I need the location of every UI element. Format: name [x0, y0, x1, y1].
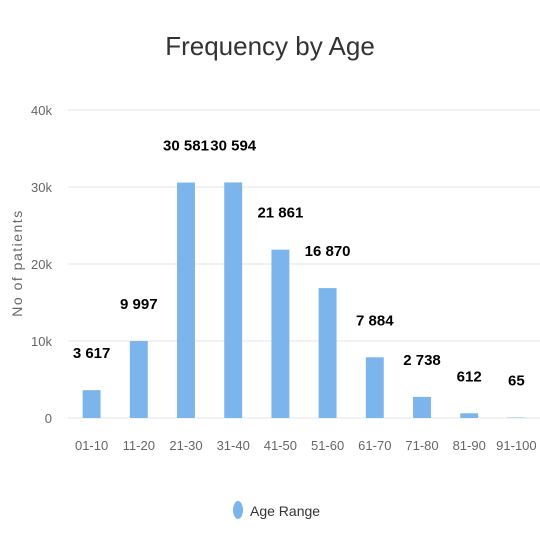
bar	[460, 413, 479, 418]
legend-label: Age Range	[250, 503, 320, 519]
data-label: 30 594	[210, 137, 257, 154]
x-tick-label: 11-20	[123, 438, 155, 453]
y-axis-ticks: 0 10k 20k 30k 40k	[31, 103, 52, 426]
y-tick-label: 20k	[31, 257, 52, 272]
x-tick-label: 01-10	[75, 438, 108, 453]
x-tick-label: 91-100	[496, 438, 536, 453]
bars	[82, 182, 526, 418]
bar	[224, 182, 243, 418]
y-tick-label: 10k	[31, 334, 52, 349]
bar	[271, 249, 290, 418]
data-label: 612	[457, 368, 482, 385]
data-label: 65	[508, 372, 525, 389]
bar	[82, 390, 101, 418]
x-tick-label: 51-60	[311, 438, 344, 453]
x-tick-label: 81-90	[453, 438, 486, 453]
bar	[129, 341, 148, 418]
chart-title: Frequency by Age	[165, 31, 375, 61]
data-label: 3 617	[73, 345, 111, 362]
y-tick-label: 30k	[31, 180, 52, 195]
legend-marker-icon	[233, 501, 243, 519]
data-label: 9 997	[120, 296, 158, 313]
bar	[507, 417, 526, 418]
x-tick-label: 31-40	[217, 438, 250, 453]
data-label: 30 581	[163, 138, 209, 155]
x-tick-label: 21-30	[169, 438, 202, 453]
x-axis-ticks: 01-10 11-20 21-30 31-40 41-50 51-60 61-70 71-80…	[75, 438, 537, 453]
bar	[318, 288, 337, 418]
data-label: 2 738	[403, 352, 441, 369]
legend[interactable]: Age Range	[233, 501, 320, 519]
x-tick-label: 61-70	[358, 438, 391, 453]
bar	[413, 396, 431, 418]
data-label: 21 861	[257, 205, 303, 222]
x-tick-label: 41-50	[264, 438, 297, 453]
x-tick-label: 71-80	[405, 438, 438, 453]
data-labels: 3 617 9 997 30 581 30 594 21 861 16 870 7 884 2…	[73, 137, 525, 389]
data-label: 7 884	[356, 312, 394, 329]
bar	[177, 182, 195, 418]
y-tick-label: 0	[45, 411, 52, 426]
y-tick-label: 40k	[31, 103, 52, 118]
data-label: 16 870	[305, 243, 351, 260]
y-axis-label: No of patients	[9, 209, 25, 316]
bar	[365, 357, 384, 418]
